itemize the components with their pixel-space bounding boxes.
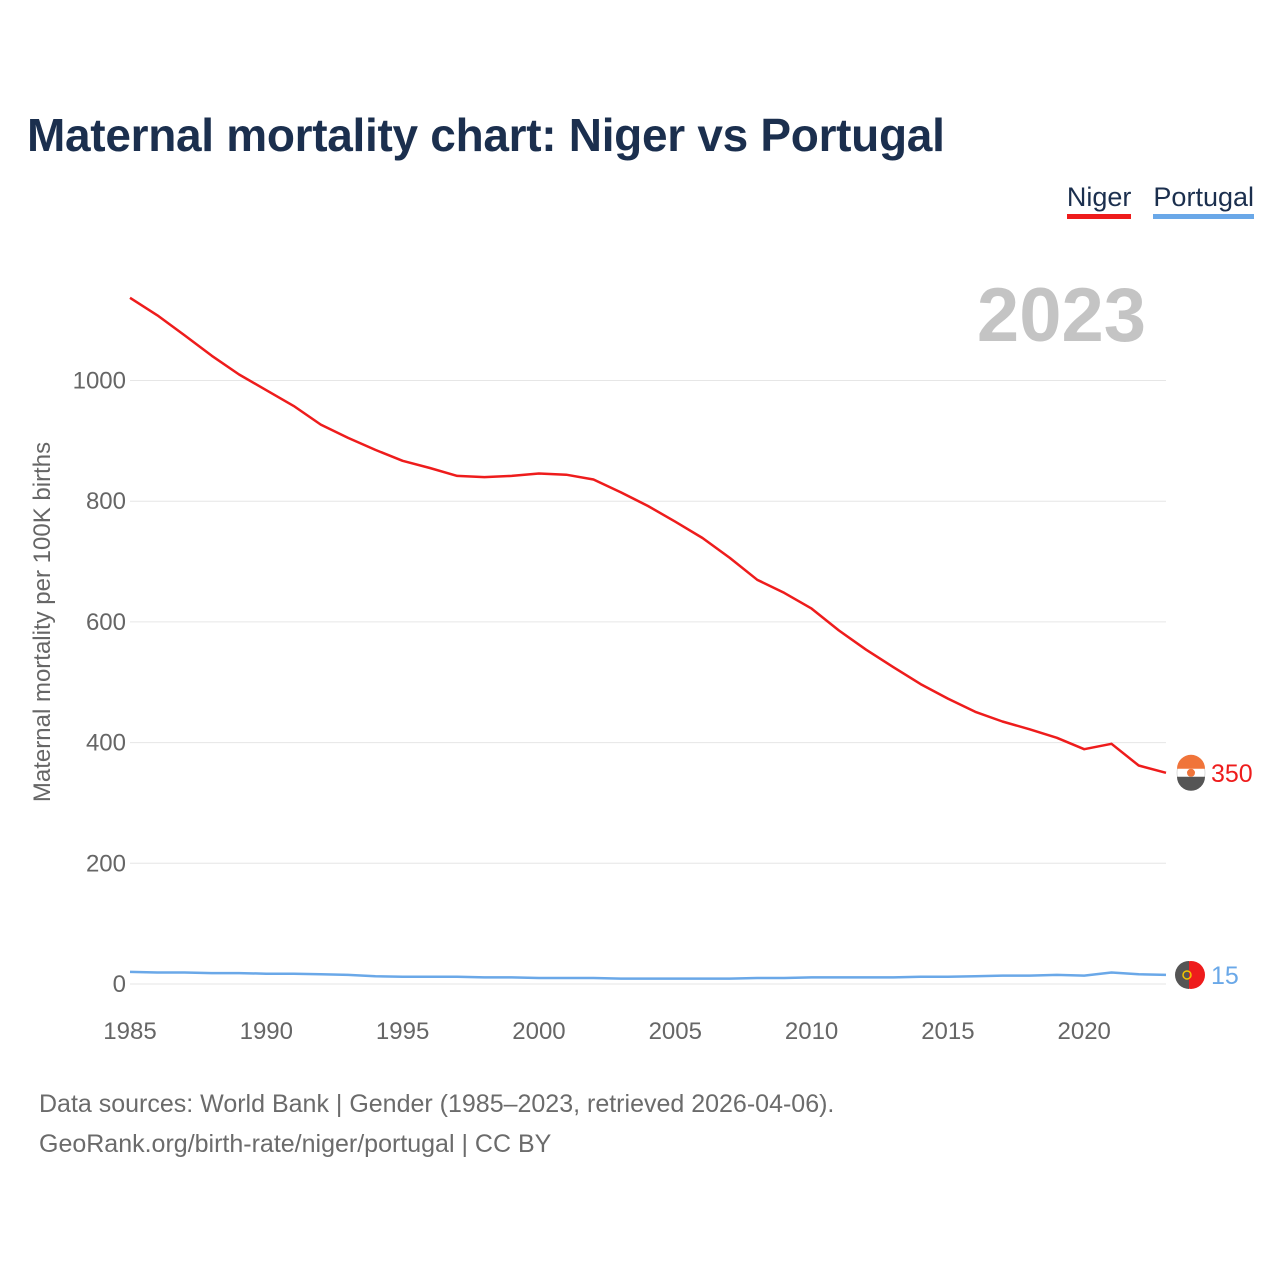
footer-sources: Data sources: World Bank | Gender (1985–… <box>39 1090 835 1118</box>
year-label: 2023 <box>977 273 1146 358</box>
x-tick-label: 2015 <box>921 1018 974 1045</box>
series-line-portugal <box>129 970 1167 980</box>
footer: Data sources: World Bank | Gender (1985–… <box>39 1084 834 1164</box>
x-tick-label: 2020 <box>1058 1018 1111 1045</box>
end-label-portugal: 15 <box>1211 962 1239 990</box>
niger-flag-bottom <box>1177 776 1205 791</box>
portugal-flag-emblem <box>1182 970 1192 980</box>
x-tick-label: 1995 <box>376 1018 429 1045</box>
end-label-niger: 350 <box>1211 760 1253 788</box>
x-tick-label: 1985 <box>103 1018 156 1045</box>
x-tick-label: 2000 <box>512 1018 565 1045</box>
legend-item-portugal[interactable]: Portugal <box>1153 182 1254 219</box>
chart-title: Maternal mortality chart: Niger vs Portu… <box>27 109 945 161</box>
y-axis-label: Maternal mortality per 100K births <box>29 442 56 802</box>
niger-flag-dot <box>1187 768 1195 777</box>
niger-flag-top <box>1177 754 1205 769</box>
y-tick-label: 0 <box>113 971 126 998</box>
y-tick-label: 600 <box>86 609 126 636</box>
y-tick-label: 800 <box>86 488 126 515</box>
x-tick-label: 2010 <box>785 1018 838 1045</box>
y-tick-label: 400 <box>86 730 126 757</box>
series-line-niger <box>129 296 1167 775</box>
portugal-flag-left <box>1175 960 1189 989</box>
y-tick-label: 200 <box>86 850 126 877</box>
legend: Niger Portugal <box>1066 182 1254 219</box>
legend-item-niger[interactable]: Niger <box>1066 182 1132 219</box>
y-tick-label: 1000 <box>73 368 126 395</box>
x-tick-label: 1990 <box>240 1018 293 1045</box>
footer-attribution: GeoRank.org/birth-rate/niger/portugal | … <box>39 1130 552 1158</box>
x-tick-label: 2005 <box>649 1018 702 1045</box>
